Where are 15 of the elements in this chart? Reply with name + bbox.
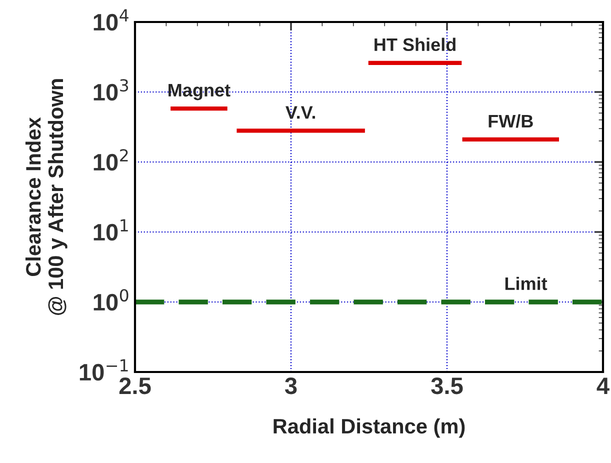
series-label: V.V.: [286, 106, 315, 119]
y-tick-label: 10$^{3}$: [94, 79, 128, 101]
series-label: HT Shield: [374, 38, 456, 52]
x-axis-title: Radial Distance (m): [274, 418, 465, 438]
y-tick-label: 10$^{4}$: [94, 9, 128, 31]
series-label: FW/B: [488, 114, 533, 128]
x-tick-label: 4: [596, 378, 610, 394]
y-axis-title: Clearance Index @ 100 y After Shutdown: [25, 79, 68, 315]
ref-line-label: Limit: [505, 276, 548, 290]
y-tick-label: 10$^{2}$: [94, 149, 128, 171]
series-label: Magnet: [168, 84, 230, 100]
x-tick-label: 3: [284, 377, 297, 394]
x-tick-label: 3.5: [431, 377, 463, 394]
y-tick-label: 10$^{0}$: [94, 289, 128, 311]
y-tick-label: 10$^{1}$: [94, 219, 128, 241]
